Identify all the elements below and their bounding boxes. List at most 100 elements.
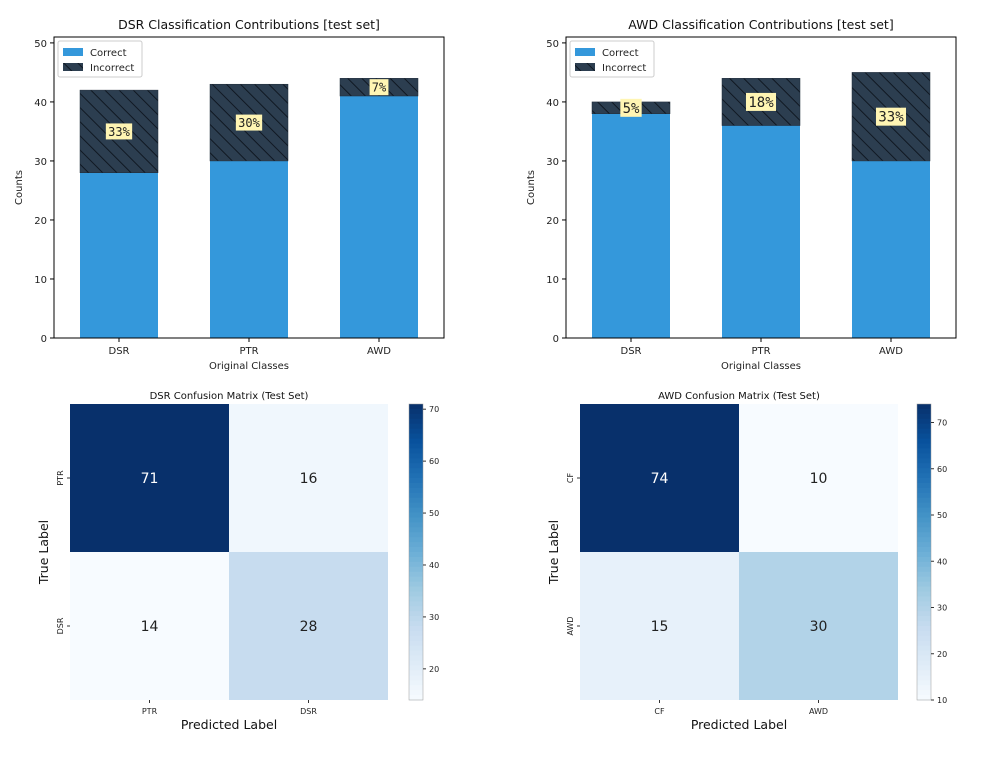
percent-label-box-dsr (105, 123, 133, 140)
bar-correct-dsr (80, 172, 158, 338)
colorbar-segment (917, 502, 931, 509)
colorbar-segment (917, 571, 931, 578)
colorbar-segment (409, 586, 423, 593)
colorbar-segment (409, 645, 423, 652)
colorbar-segment (409, 404, 423, 410)
colorbar-tick-label: 70 (937, 419, 947, 428)
colorbar-segment (917, 507, 931, 514)
colorbar-segment (409, 512, 423, 519)
colorbar-segment (409, 547, 423, 553)
bar-correct-awd (852, 160, 930, 338)
y-tick-label: 20 (34, 216, 47, 227)
y-tick-label: DSR (56, 617, 65, 634)
colorbar-tick-label: 30 (937, 604, 947, 613)
legend-label-correct: Correct (602, 48, 639, 59)
colorbar-segment (409, 552, 423, 558)
colorbar-segment (917, 626, 931, 632)
colorbar-segment (409, 616, 423, 622)
colorbar-segment (917, 650, 931, 657)
colorbar-segment (917, 438, 931, 445)
colorbar-segment (917, 478, 931, 484)
percent-label-box-dsr (620, 98, 642, 117)
colorbar-segment (917, 680, 931, 686)
colorbar-segment (917, 468, 931, 474)
heatmap-cell-0-1 (229, 404, 388, 552)
heatmap-cell-value-1-1: 30 (810, 619, 828, 635)
colorbar-segment (409, 566, 423, 573)
colorbar-frame (916, 403, 932, 701)
x-axis-label: Predicted Label (181, 717, 277, 732)
colorbar-segment (409, 591, 423, 597)
colorbar-tick-label: 60 (429, 457, 439, 466)
colorbar-segment (917, 635, 931, 642)
x-tick-label: CF (654, 707, 665, 716)
colorbar-segment (917, 547, 931, 553)
colorbar-segment (917, 655, 931, 662)
colorbar-segment (409, 428, 423, 435)
axes-frame (565, 36, 957, 339)
y-tick-label: 20 (546, 216, 559, 227)
colorbar-segment (409, 690, 423, 696)
x-tick-label: PTR (142, 707, 158, 716)
percent-label-dsr: 33% (108, 125, 130, 139)
heatmap-cell-value-0-0: 71 (141, 471, 159, 487)
heatmap-cell-1-1 (229, 552, 388, 700)
colorbar-segment (409, 621, 423, 627)
colorbar-segment (917, 581, 931, 588)
heatmap-cell-value-0-1: 10 (810, 471, 828, 487)
colorbar-segment (409, 606, 423, 612)
colorbar-segment (409, 418, 423, 425)
y-axis-label: Counts (14, 170, 25, 205)
percent-label-box-awd (369, 79, 389, 96)
colorbar-segment (409, 695, 423, 701)
heatmap-cell-value-1-0: 15 (651, 619, 669, 635)
colorbar-segment (409, 438, 423, 445)
colorbar-tick-label: 60 (937, 465, 947, 474)
percent-label-dsr: 5% (623, 101, 640, 117)
colorbar-tick-label: 20 (937, 650, 947, 659)
percent-label-awd: 33% (878, 110, 904, 126)
colorbar-segment (409, 413, 423, 420)
x-tick-label: AWD (809, 707, 828, 716)
y-axis-label: Counts (526, 170, 537, 205)
chart-title: AWD Confusion Matrix (Test Set) (658, 391, 820, 402)
chart-title: DSR Confusion Matrix (Test Set) (150, 391, 309, 402)
colorbar-segment (917, 665, 931, 671)
colorbar-segment (917, 645, 931, 652)
colorbar-segment (409, 576, 423, 583)
colorbar-segment (917, 630, 931, 637)
bar-correct-ptr (722, 125, 800, 338)
bar-incorrect-awd (851, 72, 931, 162)
colorbar-segment (917, 566, 931, 573)
colorbar-segment (917, 517, 931, 523)
colorbar-segment (409, 448, 423, 454)
percent-label-awd: 7% (372, 80, 387, 94)
x-tick-label: AWD (367, 346, 391, 357)
colorbar-segment (409, 458, 423, 464)
x-tick-label: DSR (300, 707, 317, 716)
colorbar-segment (917, 606, 931, 612)
colorbar-segment (409, 611, 423, 617)
colorbar-segment (917, 497, 931, 504)
legend-swatch-correct (63, 48, 83, 56)
colorbar-segment (917, 556, 931, 563)
colorbar-segment (409, 670, 423, 676)
legend-swatch-correct (575, 48, 595, 56)
colorbar-segment (917, 527, 931, 533)
heatmap-cell-value-0-0: 74 (651, 471, 669, 487)
heatmap-cell-0-0 (70, 404, 229, 552)
y-tick-label: 50 (546, 39, 559, 50)
colorbar-segment (409, 650, 423, 657)
x-tick-label: PTR (751, 346, 770, 357)
colorbar-segment (917, 487, 931, 494)
percent-label-ptr: 30% (238, 116, 260, 130)
colorbar-segment (917, 443, 931, 449)
x-tick-label: DSR (621, 346, 642, 357)
colorbar-segment (409, 502, 423, 509)
colorbar-segment (409, 665, 423, 671)
colorbar-tick-label: 40 (937, 557, 947, 566)
legend-swatch-incorrect (575, 63, 595, 71)
colorbar-segment (409, 660, 423, 667)
colorbar-segment (409, 655, 423, 662)
y-tick-label: 10 (34, 275, 47, 286)
